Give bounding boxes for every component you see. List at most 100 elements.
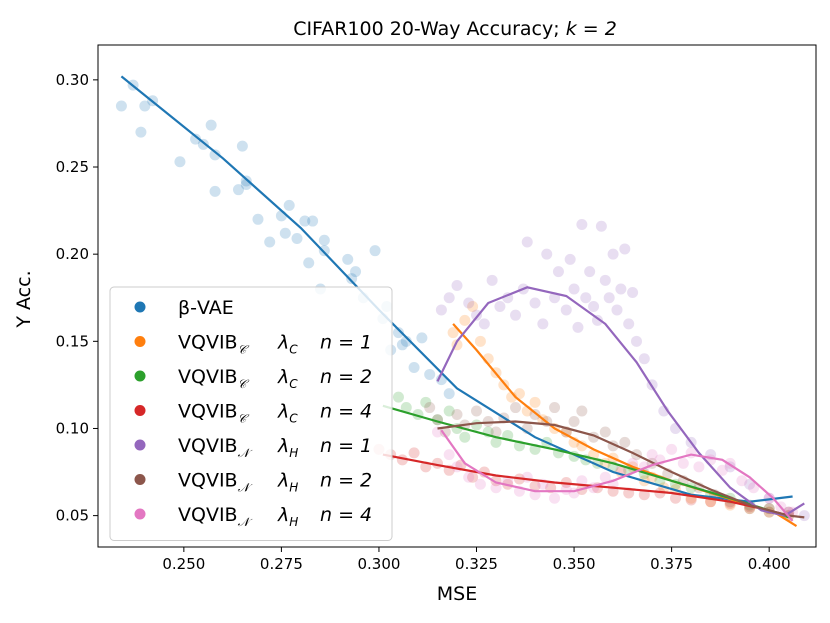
point-vqvib-n-2-3 — [451, 409, 463, 421]
point-vqvib-n-1-29 — [607, 248, 619, 260]
legend-item-vqvib-c-4: VQVIB𝒞 λC n = 4 — [134, 401, 372, 426]
legend: β-VAE VQVIB𝒞 λC n = 1 VQVIB𝒞 λC n = 2 VQVIB𝒞 λC n… — [109, 286, 393, 541]
point-vqvib-n-2-9 — [510, 402, 522, 414]
point-vqvib-n-1-34 — [627, 287, 639, 299]
fit-line-vqvib-n-2 — [437, 420, 805, 519]
point-vqvib-n-2-0 — [424, 402, 436, 414]
point-vqvib-c-4-8 — [467, 471, 479, 483]
x-tick-label: 0.300 — [357, 555, 400, 573]
y-tick-label: 0.10 — [56, 419, 89, 437]
x-tick-label: 0.325 — [455, 555, 498, 573]
point-vqvib-c-4-13 — [529, 480, 541, 492]
point-vqvib-n-1-14 — [541, 248, 553, 260]
point-beta-vae-9 — [209, 149, 221, 161]
legend-marker — [134, 370, 146, 382]
point-beta-vae-42 — [443, 388, 455, 400]
point-vqvib-n-1-20 — [572, 321, 584, 333]
point-vqvib-c-4-3 — [408, 447, 420, 459]
point-beta-vae-10 — [209, 185, 221, 197]
point-vqvib-n-2-18 — [599, 426, 611, 438]
y-tick-label: 0.30 — [56, 71, 89, 89]
point-beta-vae-22 — [303, 257, 315, 269]
point-vqvib-c-1-16 — [576, 440, 588, 452]
legend-marker — [134, 439, 146, 451]
point-vqvib-n-2-13 — [549, 402, 561, 414]
point-vqvib-n-1-44 — [763, 492, 775, 504]
point-vqvib-n-4-14 — [576, 475, 588, 487]
point-vqvib-n-1-6 — [486, 274, 498, 286]
legend-box — [109, 286, 393, 541]
point-beta-vae-28 — [346, 273, 358, 285]
y-tick-label: 0.20 — [56, 245, 89, 263]
point-beta-vae-0 — [115, 100, 127, 112]
legend-label: VQVIB𝒩 λH n = 2 — [178, 470, 372, 495]
point-vqvib-n-4-4 — [474, 478, 486, 490]
point-vqvib-n-1-7 — [494, 300, 506, 312]
point-vqvib-n-1-18 — [564, 253, 576, 265]
point-beta-vae-12 — [236, 140, 248, 152]
point-vqvib-n-4-21 — [646, 449, 658, 461]
point-beta-vae-6 — [190, 133, 202, 145]
fit-line-beta-vae — [120, 75, 793, 503]
point-vqvib-c-2-3 — [420, 396, 432, 408]
point-vqvib-n-4-23 — [666, 443, 678, 455]
point-vqvib-n-1-0 — [435, 304, 447, 316]
legend-item-vqvib-c-1: VQVIB𝒞 λC n = 1 — [134, 332, 372, 357]
point-vqvib-c-4-22 — [670, 492, 682, 504]
point-vqvib-n-1-28 — [603, 292, 615, 304]
point-vqvib-n-1-5 — [478, 318, 490, 330]
point-beta-vae-35 — [392, 327, 404, 339]
point-vqvib-c-1-4 — [474, 335, 486, 347]
point-beta-vae-8 — [205, 119, 217, 131]
point-vqvib-c-1-2 — [459, 314, 471, 326]
point-vqvib-n-1-3 — [463, 297, 475, 309]
legend-label: VQVIB𝒞 λC n = 1 — [178, 332, 372, 357]
point-beta-vae-11 — [232, 184, 244, 196]
point-beta-vae-26 — [318, 234, 330, 246]
legend-marker — [134, 474, 146, 485]
x-tick-label: 0.400 — [748, 555, 791, 573]
point-vqvib-n-1-12 — [529, 297, 541, 309]
point-beta-vae-31 — [369, 245, 381, 257]
x-tick-label: 0.250 — [162, 555, 205, 573]
point-vqvib-n-1-1 — [443, 292, 455, 304]
point-vqvib-n-2-16 — [576, 405, 588, 417]
point-vqvib-n-2-6 — [482, 416, 494, 427]
fit-lines — [120, 75, 805, 528]
point-vqvib-n-1-2 — [451, 280, 463, 292]
legend-item-vqvib-n-1: VQVIB𝒩 λH n = 1 — [134, 435, 372, 460]
point-vqvib-n-1-35 — [631, 335, 642, 347]
point-vqvib-n-1-27 — [599, 274, 611, 286]
legend-marker — [134, 405, 146, 416]
point-vqvib-n-1-13 — [537, 318, 549, 330]
y-axis: 0.05 0.10 0.15 0.20 0.25 0.30 — [56, 71, 98, 525]
point-vqvib-n-1-26 — [595, 220, 607, 232]
point-vqvib-c-2-5 — [443, 405, 455, 417]
point-vqvib-n-4-32 — [763, 492, 775, 504]
legend-label: β-VAE — [178, 297, 234, 319]
point-vqvib-n-2-7 — [490, 426, 502, 438]
point-vqvib-n-4-24 — [677, 457, 689, 469]
point-beta-vae-23 — [307, 215, 319, 227]
point-vqvib-n-2-2 — [439, 426, 451, 438]
y-tick-label: 0.05 — [56, 507, 89, 525]
point-vqvib-n-1-46 — [798, 510, 810, 522]
x-axis-label: MSE — [437, 583, 477, 605]
point-beta-vae-16 — [264, 236, 276, 248]
y-axis-label: Y Acc. — [13, 270, 35, 328]
point-vqvib-n-4-3 — [463, 471, 475, 483]
point-vqvib-n-1-32 — [619, 243, 631, 255]
chart-title: CIFAR100 20-Way Accuracy; k = 2 — [293, 18, 617, 40]
legend-item-beta-vae: β-VAE — [134, 297, 234, 319]
point-beta-vae-19 — [283, 199, 295, 211]
legend-marker — [134, 301, 146, 313]
point-vqvib-n-2-15 — [568, 416, 580, 427]
point-beta-vae-2 — [135, 126, 147, 138]
point-vqvib-n-1-23 — [584, 266, 596, 278]
legend-marker — [134, 336, 146, 347]
point-vqvib-n-2-5 — [471, 405, 483, 417]
fit-line-vqvib-n-1 — [436, 286, 805, 517]
point-vqvib-c-1-9 — [513, 388, 525, 400]
point-vqvib-n-2-20 — [619, 436, 631, 448]
